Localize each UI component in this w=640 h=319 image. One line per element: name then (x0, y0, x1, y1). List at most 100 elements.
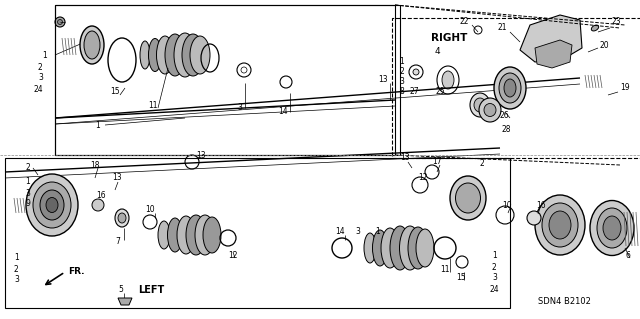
Ellipse shape (470, 93, 490, 117)
Ellipse shape (84, 31, 100, 59)
Text: 1: 1 (95, 121, 100, 130)
Text: 26: 26 (500, 110, 509, 120)
Ellipse shape (182, 34, 204, 76)
Text: RIGHT: RIGHT (431, 33, 467, 43)
Ellipse shape (26, 174, 78, 236)
Ellipse shape (165, 34, 185, 76)
Text: 15: 15 (456, 273, 466, 283)
Text: 2: 2 (492, 263, 497, 272)
Bar (55, 5, 400, 155)
Text: 11: 11 (148, 100, 157, 109)
Text: 16: 16 (536, 201, 546, 210)
Text: 9: 9 (25, 199, 30, 209)
Ellipse shape (535, 195, 585, 255)
Ellipse shape (186, 215, 206, 255)
Text: 12: 12 (418, 174, 428, 182)
Text: 3: 3 (492, 273, 497, 283)
Ellipse shape (474, 98, 486, 112)
Ellipse shape (399, 226, 420, 270)
Text: 13: 13 (378, 76, 388, 85)
Ellipse shape (381, 228, 399, 268)
Ellipse shape (527, 211, 541, 225)
Ellipse shape (408, 227, 428, 269)
Ellipse shape (390, 226, 410, 270)
Text: 8: 8 (399, 87, 404, 97)
Text: 2: 2 (38, 63, 43, 72)
Ellipse shape (456, 183, 481, 213)
Text: 24: 24 (34, 85, 44, 94)
Ellipse shape (148, 39, 161, 71)
Text: 14: 14 (335, 227, 344, 236)
Ellipse shape (549, 211, 571, 239)
Ellipse shape (442, 71, 454, 89)
Text: 7: 7 (115, 238, 120, 247)
Ellipse shape (499, 73, 521, 103)
Text: 25: 25 (435, 87, 445, 97)
Ellipse shape (55, 17, 65, 27)
Ellipse shape (58, 19, 63, 25)
Ellipse shape (157, 36, 173, 74)
Ellipse shape (190, 36, 210, 74)
Text: 4: 4 (435, 48, 440, 56)
Text: 2: 2 (14, 265, 19, 275)
Text: 1: 1 (375, 227, 380, 236)
Text: 27: 27 (410, 87, 420, 97)
Ellipse shape (437, 66, 459, 94)
Ellipse shape (591, 25, 598, 31)
Text: 23: 23 (612, 18, 621, 26)
Text: SDN4 B2102: SDN4 B2102 (538, 298, 591, 307)
Ellipse shape (542, 203, 578, 247)
Ellipse shape (450, 176, 486, 220)
Ellipse shape (203, 217, 221, 253)
Text: 1: 1 (399, 57, 404, 66)
Text: 2: 2 (480, 159, 484, 167)
Text: 28: 28 (502, 125, 511, 135)
Ellipse shape (158, 221, 170, 249)
Text: 1: 1 (25, 177, 29, 187)
Text: 17: 17 (432, 158, 442, 167)
Ellipse shape (479, 98, 501, 122)
Text: 2: 2 (399, 68, 404, 77)
Ellipse shape (92, 199, 104, 211)
Polygon shape (118, 298, 132, 305)
Ellipse shape (590, 201, 634, 256)
Text: 12: 12 (228, 250, 237, 259)
Text: 10: 10 (145, 205, 155, 214)
Text: FR.: FR. (68, 268, 84, 277)
Text: 20: 20 (600, 41, 610, 49)
Text: 13: 13 (196, 151, 205, 160)
Ellipse shape (177, 216, 195, 254)
Text: 10: 10 (502, 201, 511, 210)
Text: 3: 3 (355, 227, 360, 236)
Ellipse shape (364, 233, 376, 263)
Text: 3: 3 (14, 276, 19, 285)
Ellipse shape (494, 67, 526, 109)
Text: 3: 3 (399, 78, 404, 86)
Text: 6: 6 (625, 250, 630, 259)
Polygon shape (520, 15, 582, 62)
Ellipse shape (140, 41, 150, 69)
Ellipse shape (603, 216, 621, 240)
Text: 3: 3 (237, 103, 242, 113)
Text: 1: 1 (492, 251, 497, 261)
Text: 11: 11 (440, 265, 449, 275)
Ellipse shape (118, 213, 126, 223)
Ellipse shape (195, 215, 215, 255)
Ellipse shape (504, 79, 516, 97)
Text: 24: 24 (490, 286, 500, 294)
Text: 2: 2 (25, 164, 29, 173)
Ellipse shape (80, 26, 104, 64)
Text: 22: 22 (460, 18, 470, 26)
Ellipse shape (409, 65, 423, 79)
Text: 1: 1 (14, 254, 19, 263)
Text: 15: 15 (110, 87, 120, 97)
Text: 3: 3 (25, 189, 30, 197)
Ellipse shape (413, 69, 419, 75)
Text: 19: 19 (620, 84, 630, 93)
Text: 14: 14 (278, 108, 287, 116)
Text: 3: 3 (38, 73, 43, 83)
Text: 5: 5 (118, 286, 123, 294)
Text: 13: 13 (112, 174, 122, 182)
Ellipse shape (46, 197, 58, 212)
Text: 13: 13 (400, 153, 410, 162)
